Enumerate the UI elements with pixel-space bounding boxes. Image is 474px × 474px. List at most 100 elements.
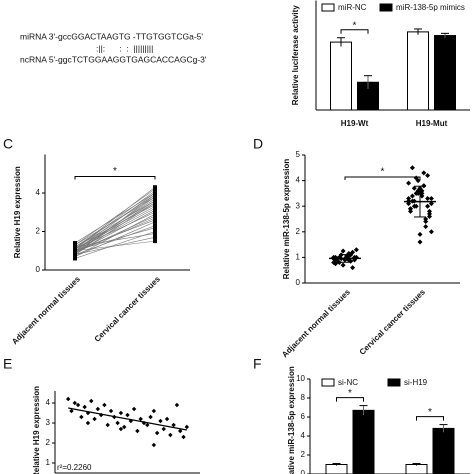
y-tick-label: 2 [36, 227, 41, 236]
trend-line [68, 407, 187, 431]
point [153, 191, 157, 195]
pair-line [74, 194, 156, 255]
point [102, 402, 107, 408]
point [415, 178, 421, 184]
legend-label: miR-NC [338, 3, 367, 12]
y-axis-label: Relative miR-138-5p expression [287, 366, 296, 474]
x-tick-label: Adjacent normal tissues [10, 274, 82, 346]
y-tick-label: 1 [46, 458, 51, 467]
y-tick-label: 10 [296, 374, 305, 383]
significance-mark: * [353, 20, 357, 31]
point [427, 213, 432, 219]
legend-label: miR-138-5p mimics [396, 3, 465, 12]
significance-mark: * [428, 407, 432, 418]
point [89, 398, 94, 404]
point [417, 239, 423, 245]
legend-swatch [387, 378, 401, 387]
pair-line [74, 202, 156, 250]
legend-swatch [321, 3, 335, 12]
y-tick-label: 2 [46, 438, 51, 447]
point [164, 416, 170, 422]
point [153, 225, 157, 230]
y-tick-label: 4 [36, 188, 41, 197]
point [178, 428, 183, 434]
y-tick-label: 3 [296, 201, 301, 210]
bar [434, 35, 456, 111]
significance-bracket [74, 176, 156, 180]
significance-mark: * [113, 166, 117, 177]
bar [330, 41, 352, 111]
significance-mark: * [381, 167, 385, 178]
bar [432, 427, 455, 474]
y-tick-label: 2 [296, 227, 301, 236]
point [95, 406, 101, 412]
y-axis-label: Relative H19 expression [13, 166, 22, 258]
point [411, 185, 417, 191]
point [171, 422, 176, 428]
point [108, 408, 114, 414]
pair-line [74, 188, 156, 246]
bar [352, 409, 375, 474]
panel-label: E [3, 356, 12, 372]
point [138, 416, 143, 422]
point [427, 208, 432, 214]
x-tick-label: H19-Mut [416, 119, 448, 128]
point [423, 224, 429, 230]
point [353, 247, 359, 253]
pair-line [74, 186, 156, 250]
pair-line [74, 211, 156, 250]
significance-mark: * [348, 388, 352, 399]
point [409, 165, 415, 171]
y-tick-label: 6 [301, 412, 306, 421]
y-tick-label: 0 [296, 278, 301, 287]
point [122, 424, 127, 430]
point [350, 265, 356, 271]
point [417, 231, 423, 237]
point [425, 203, 431, 209]
y-tick-label: 4 [301, 431, 306, 440]
point [184, 424, 190, 430]
y-tick-label: 5 [296, 150, 301, 159]
pair-line [74, 210, 156, 253]
point [153, 235, 157, 240]
point [161, 426, 166, 432]
point [153, 208, 157, 213]
point [79, 414, 84, 420]
point [419, 193, 425, 199]
point [65, 396, 71, 402]
point [75, 402, 81, 408]
x-tick-label: Adjacent normal tissues [280, 287, 352, 359]
point [153, 231, 157, 236]
point [85, 420, 91, 426]
pair-line [74, 208, 156, 252]
point [118, 410, 124, 416]
panel-label: D [253, 136, 263, 152]
point [331, 260, 337, 266]
point [153, 239, 157, 244]
pair-line [74, 231, 156, 259]
y-tick-label: 0 [301, 469, 306, 474]
y-tick-label: 1 [296, 253, 301, 262]
pair-line [74, 200, 156, 248]
panel-label: F [253, 356, 262, 372]
point [428, 196, 434, 202]
point [413, 203, 419, 209]
bar [405, 464, 428, 474]
y-tick-label: 4 [46, 398, 51, 407]
point [408, 206, 413, 212]
point [115, 420, 120, 426]
point [423, 219, 429, 225]
point [153, 204, 157, 209]
ncrna-sequence: ncRNA 5'-ggcTCTGGAAGGTGAGCACCAGCg-3' [20, 54, 207, 64]
point [154, 430, 160, 436]
point [118, 426, 124, 432]
point [148, 414, 153, 420]
y-axis-label: Relative miR-138-5p expression [282, 159, 291, 280]
point [419, 190, 425, 196]
pairing: :||: : : ||||||||| [96, 43, 153, 53]
significance-bracket [340, 29, 369, 34]
point [73, 246, 77, 251]
point [153, 216, 157, 221]
point [415, 190, 421, 196]
pair-line [74, 202, 156, 255]
